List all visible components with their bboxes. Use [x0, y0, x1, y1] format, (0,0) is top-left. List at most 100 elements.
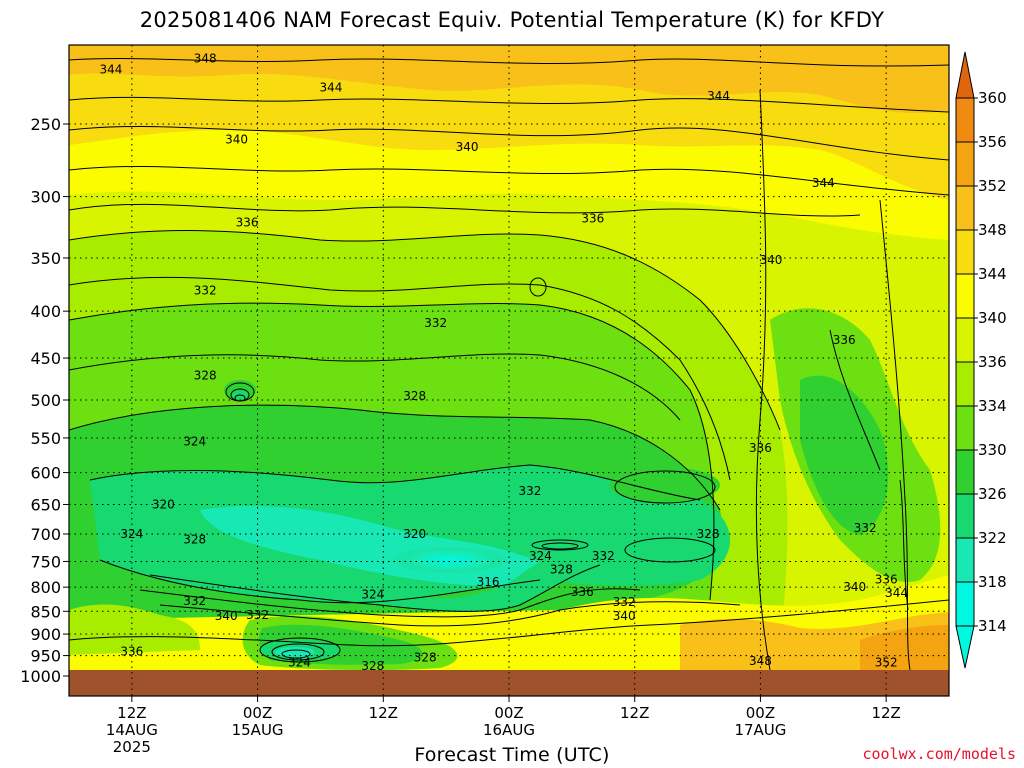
y-tick-label: 400 — [30, 302, 61, 321]
chart-title: 2025081406 NAM Forecast Equiv. Potential… — [139, 8, 885, 32]
contour-label: 332 — [183, 594, 206, 608]
contour-label: 344 — [319, 80, 342, 94]
contour-label: 336 — [875, 573, 898, 587]
colorbar-label: 322 — [978, 529, 1007, 547]
y-tick-label: 550 — [30, 429, 61, 448]
x-tick-label: 12Z — [620, 704, 649, 722]
colorbar-label: 360 — [978, 89, 1007, 107]
contour-label: 336 — [833, 333, 856, 347]
contour-label: 344 — [812, 176, 835, 190]
x-tick-label: 00Z — [243, 704, 272, 722]
colorbar-label: 340 — [978, 309, 1007, 327]
contour-label: 320 — [152, 497, 175, 511]
colorbar-label: 356 — [978, 133, 1007, 151]
colorbar-swatch — [955, 449, 975, 495]
contour-label: 328 — [403, 389, 426, 403]
y-tick-label: 700 — [30, 525, 61, 544]
contour-label: 340 — [215, 609, 238, 623]
colorbar-swatch — [955, 361, 975, 407]
x-tick-label: 16AUG — [483, 721, 535, 739]
colorbar-swatch — [955, 229, 975, 275]
contour-label: 336 — [120, 644, 143, 658]
contour-lines — [69, 58, 949, 671]
contour-label: 348 — [749, 654, 772, 668]
x-tick-label: 12Z — [871, 704, 900, 722]
contour-label: 332 — [246, 608, 269, 622]
contour-label: 348 — [194, 51, 217, 65]
contour-label: 328 — [194, 368, 217, 382]
y-tick-label: 450 — [30, 349, 61, 368]
contour-label: 332 — [518, 484, 541, 498]
x-tick-label: 17AUG — [734, 721, 786, 739]
contour-label: 316 — [477, 575, 500, 589]
y-tick-label: 500 — [30, 391, 61, 410]
colorbar-swatch — [955, 405, 975, 451]
colorbar-swatch — [955, 493, 975, 539]
contour-label: 344 — [707, 89, 730, 103]
colorbar-label: 348 — [978, 221, 1007, 239]
x-tick-label: 12Z — [117, 704, 146, 722]
grid-lines — [69, 45, 949, 696]
contour-label: 344 — [885, 586, 908, 600]
contour-label: 328 — [183, 533, 206, 547]
colorbar-label: 334 — [978, 397, 1007, 415]
contour-label: 328 — [361, 659, 384, 673]
colorbar-swatch — [955, 97, 975, 143]
x-tick-label: 12Z — [369, 704, 398, 722]
contour-label: 336 — [581, 212, 604, 226]
y-tick-label: 250 — [30, 115, 61, 134]
x-tick-label: 15AUG — [232, 721, 284, 739]
contour-label: 336 — [749, 441, 772, 455]
colorbar-swatch — [955, 581, 975, 627]
contour-label: 320 — [403, 527, 426, 541]
contour-label: 324 — [288, 656, 311, 670]
x-tick-label: 00Z — [746, 704, 775, 722]
colorbar-swatch — [955, 273, 975, 319]
y-tick-label: 800 — [30, 578, 61, 597]
contour-label: 340 — [456, 140, 479, 154]
colorbar-label: 330 — [978, 441, 1007, 459]
contour-label: 324 — [183, 435, 206, 449]
contour-label: 352 — [875, 656, 898, 670]
contour-label: 328 — [697, 527, 720, 541]
colorbar-label: 336 — [978, 353, 1007, 371]
x-axis-title: Forecast Time (UTC) — [414, 744, 610, 766]
contour-label: 336 — [571, 585, 594, 599]
y-tick-label: 950 — [30, 647, 61, 666]
colorbar-label: 314 — [978, 617, 1007, 635]
contour-label: 332 — [194, 284, 217, 298]
y-tick-label: 850 — [30, 602, 61, 621]
y-tick-label: 300 — [30, 188, 61, 207]
contour-label: 336 — [236, 215, 259, 229]
colorbar-swatch — [955, 317, 975, 363]
x-tick-label: 14AUG — [106, 721, 158, 739]
contour-label: 332 — [613, 595, 636, 609]
contour-label: 340 — [843, 580, 866, 594]
y-axis: 250 300 350 400 450 500 550 600 650 700 750 800 850 9… — [20, 115, 69, 686]
contour-label: 332 — [592, 549, 615, 563]
colorbar-label: 326 — [978, 485, 1007, 503]
contour-label: 340 — [613, 609, 636, 623]
contour-label: 324 — [361, 588, 384, 602]
contour-label: 328 — [550, 562, 573, 576]
contour-label: 328 — [414, 651, 437, 665]
colorbar-swatch — [955, 537, 975, 583]
y-tick-label: 600 — [30, 464, 61, 483]
contour-label: 324 — [120, 527, 143, 541]
contour-label: 340 — [759, 253, 782, 267]
y-tick-label: 900 — [30, 625, 61, 644]
contour-label: 324 — [529, 549, 552, 563]
contour-label: 340 — [225, 133, 248, 147]
colorbar-top-arrow — [955, 51, 975, 99]
credit-link[interactable]: coolwx.com/models — [862, 745, 1016, 763]
x-tick-label: 00Z — [494, 704, 523, 722]
colorbar-label: 318 — [978, 573, 1007, 591]
colorbar-swatch — [955, 185, 975, 231]
y-tick-label: 650 — [30, 495, 61, 514]
colorbar: 360 356 352 348 344 340 336 334 330 326 322 318 314 — [955, 51, 1007, 669]
y-tick-label: 350 — [30, 249, 61, 268]
colorbar-label: 352 — [978, 177, 1007, 195]
